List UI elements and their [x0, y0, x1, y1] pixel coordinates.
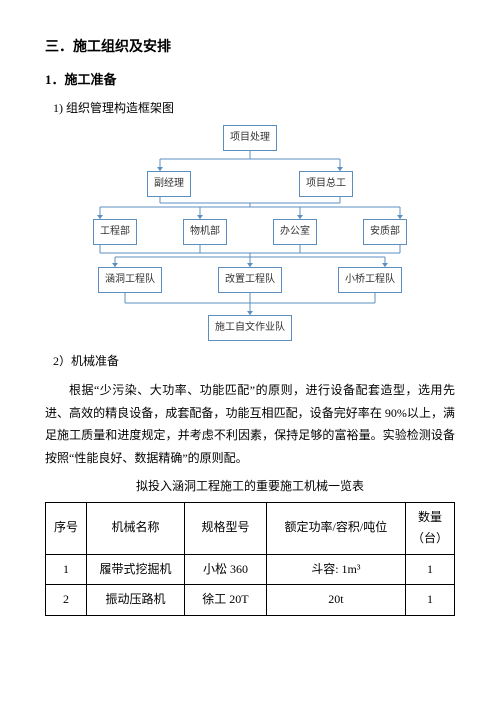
- th-4: 数量（台）: [405, 502, 454, 554]
- node-r4b: 改置工程队: [218, 267, 282, 293]
- node-r4c: 小桥工程队: [338, 267, 402, 293]
- td: 1: [405, 585, 454, 616]
- node-r2b: 项目总工: [299, 171, 353, 197]
- node-r3d: 安质部: [363, 219, 407, 245]
- td: 20t: [266, 585, 405, 616]
- heading-3a: 1) 组织管理构造框架图: [45, 98, 455, 120]
- connector-2-3: [70, 197, 430, 219]
- td: 小松 360: [185, 554, 267, 585]
- connector-4-5: [90, 293, 410, 315]
- heading-1: 三．施工组织及安排: [45, 35, 455, 60]
- node-r4a: 涵洞工程队: [98, 267, 162, 293]
- node-r5: 施工自文作业队: [208, 315, 292, 341]
- node-r3a: 工程部: [93, 219, 137, 245]
- td: 斗容: 1m³: [266, 554, 405, 585]
- node-root: 项目处理: [223, 125, 277, 151]
- paragraph-1: 根据“少污染、大功率、功能匹配”的原则，进行设备配套造型，选用先进、高效的精良设…: [45, 379, 455, 470]
- table-header-row: 序号 机械名称 规格型号 额定功率/容积/吨位 数量（台）: [46, 502, 455, 554]
- connector-3-4: [70, 245, 430, 267]
- td: 振动压路机: [86, 585, 184, 616]
- td: 履带式挖掘机: [86, 554, 184, 585]
- td: 1: [405, 554, 454, 585]
- node-r3b: 物机部: [183, 219, 227, 245]
- td: 徐工 20T: [185, 585, 267, 616]
- th-3: 额定功率/容积/吨位: [266, 502, 405, 554]
- node-r3c: 办公室: [273, 219, 317, 245]
- table-row: 1 履带式挖掘机 小松 360 斗容: 1m³ 1: [46, 554, 455, 585]
- org-chart: 项目处理 副经理 项目总工 工程部 物机部 办公室 安质部 涵洞工程队 改置工程…: [45, 125, 455, 341]
- heading-2: 1．施工准备: [45, 68, 455, 91]
- th-0: 序号: [46, 502, 87, 554]
- th-1: 机械名称: [86, 502, 184, 554]
- connector-1-2: [120, 151, 380, 171]
- td: 2: [46, 585, 87, 616]
- table-caption: 拟投入涵洞工程施工的重要施工机械一览表: [45, 476, 455, 498]
- table-row: 2 振动压路机 徐工 20T 20t 1: [46, 585, 455, 616]
- equipment-table: 序号 机械名称 规格型号 额定功率/容积/吨位 数量（台） 1 履带式挖掘机 小…: [45, 502, 455, 616]
- node-r2a: 副经理: [147, 171, 191, 197]
- heading-3b: 2）机械准备: [45, 351, 455, 373]
- th-2: 规格型号: [185, 502, 267, 554]
- td: 1: [46, 554, 87, 585]
